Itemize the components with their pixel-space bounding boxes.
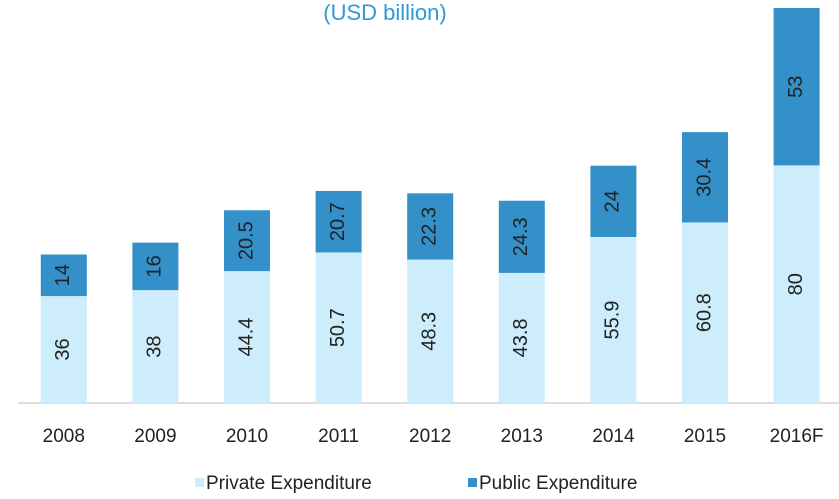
value-label: 55.9 (602, 301, 624, 340)
value-label: 20.7 (327, 202, 349, 241)
legend-label: Private Expenditure (206, 473, 372, 494)
bar-segment (773, 165, 820, 403)
value-label: 36 (52, 338, 74, 360)
x-tick-label: 2009 (134, 426, 176, 447)
bar-segment (315, 252, 362, 403)
x-tick-label: 2014 (592, 426, 635, 447)
value-label: 16 (144, 255, 166, 277)
value-label: 14 (52, 264, 74, 286)
bar-segment (682, 222, 728, 403)
bar-segment (682, 132, 728, 223)
bar-segment (498, 272, 545, 403)
bar-segment (132, 242, 179, 291)
legend-swatch (468, 478, 477, 487)
value-label: 30.4 (693, 158, 715, 197)
bar-segment (40, 254, 87, 297)
x-tick-label: 2008 (43, 426, 85, 447)
value-label: 22.3 (418, 207, 440, 246)
value-label: 20.5 (235, 221, 257, 260)
value-label: 24.3 (510, 217, 532, 256)
value-label: 43.8 (510, 318, 532, 357)
bar-segment (498, 200, 545, 273)
bar-segment (407, 193, 454, 260)
bar-segment (590, 165, 637, 237)
value-label: 44.4 (235, 318, 257, 357)
chart-title: (USD billion) (323, 0, 446, 25)
value-label: 48.3 (418, 312, 440, 351)
x-tick-label: 2016F (770, 426, 824, 447)
x-tick-label: 2010 (226, 426, 268, 447)
legend-label: Public Expenditure (479, 473, 637, 494)
bar-segment (224, 271, 270, 403)
value-label: 53 (785, 76, 807, 98)
bar-segment (407, 259, 454, 403)
value-label: 60.8 (693, 293, 715, 332)
bar-segment (315, 190, 362, 253)
bar-segment (224, 210, 270, 272)
x-tick-label: 2012 (409, 426, 451, 447)
value-label: 80 (785, 273, 807, 295)
x-tick-label: 2011 (318, 426, 359, 447)
bar-segment (590, 236, 637, 403)
x-tick-label: 2015 (684, 426, 726, 447)
value-label: 50.7 (327, 308, 349, 347)
value-label: 24 (602, 190, 624, 212)
bar-segment (132, 290, 179, 403)
bar-segment (773, 7, 820, 166)
bar-segment (40, 296, 87, 403)
x-tick-label: 2013 (501, 426, 543, 447)
value-label: 38 (144, 335, 166, 357)
legend-swatch (195, 478, 204, 487)
